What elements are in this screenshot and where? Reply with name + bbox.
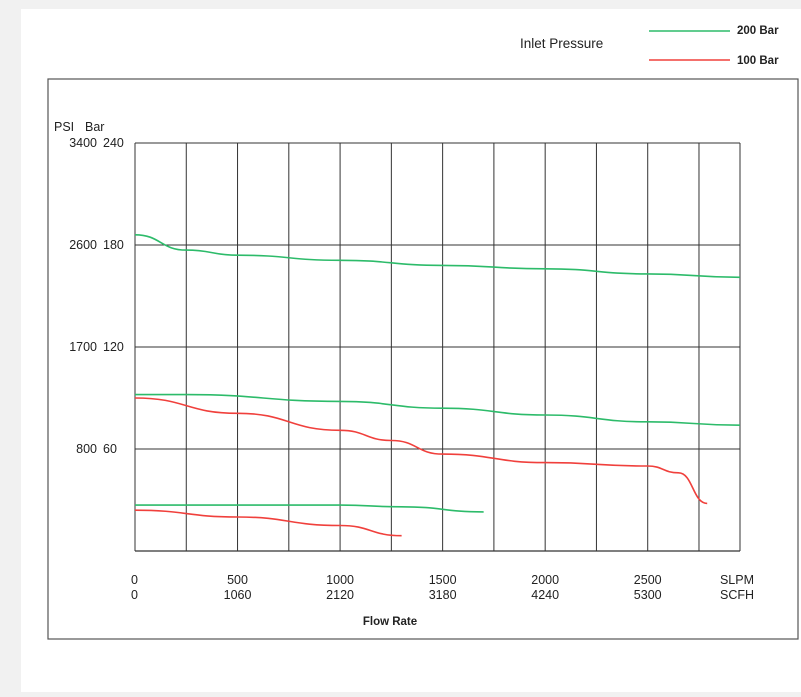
series-line-200-bar-4 [134,504,484,513]
y-unit-secondary: Bar [85,120,104,134]
grid [134,142,741,552]
y-tick-label-psi-2: 2600 [69,238,97,252]
x-tick-label-scfh-0: 0 [131,588,138,602]
series-line-100-bar-3 [134,509,402,537]
series-lines [134,234,741,537]
x-axis-title: Flow Rate [363,616,417,628]
y-tick-label-bar-2: 180 [103,238,124,252]
y-tick-label-bar-0: 60 [103,442,117,456]
x-unit-secondary: SCFH [720,588,754,602]
x-tick-label-scfh-1: 1060 [224,588,252,602]
y-tick-label-bar-1: 120 [103,340,124,354]
x-tick-label-slpm-4: 2000 [531,573,559,587]
series-line-100-bar-1 [134,397,708,505]
x-tick-label-scfh-5: 5300 [634,588,662,602]
chart-frame [47,78,799,640]
series-line-200-bar-2 [135,393,741,426]
x-tick-label-slpm-2: 1000 [326,573,354,587]
flow-chart: Inlet Pressure 200 Bar 100 Bar PSI Bar S… [47,25,799,640]
page: Inlet Pressure 200 Bar 100 Bar PSI Bar S… [21,9,801,692]
y-tick-label-psi-1: 1700 [69,340,97,354]
legend-label-100-bar: 100 Bar [737,55,779,67]
y-tick-label-psi-3: 3400 [69,136,97,150]
x-tick-label-scfh-4: 4240 [531,588,559,602]
x-tick-label-slpm-5: 2500 [634,573,662,587]
legend: Inlet Pressure 200 Bar 100 Bar [520,25,779,67]
y-tick-label-psi-0: 800 [76,442,97,456]
y-tick-label-bar-3: 240 [103,136,124,150]
series-line-200-bar-0 [134,234,741,279]
legend-title: Inlet Pressure [520,36,603,51]
legend-label-200-bar: 200 Bar [737,25,779,37]
x-tick-label-scfh-2: 2120 [326,588,354,602]
y-unit-primary: PSI [54,120,74,134]
x-tick-label-slpm-1: 500 [227,573,248,587]
x-unit-primary: SLPM [720,573,754,587]
x-tick-label-slpm-0: 0 [131,573,138,587]
x-tick-label-scfh-3: 3180 [429,588,457,602]
x-tick-label-slpm-3: 1500 [429,573,457,587]
